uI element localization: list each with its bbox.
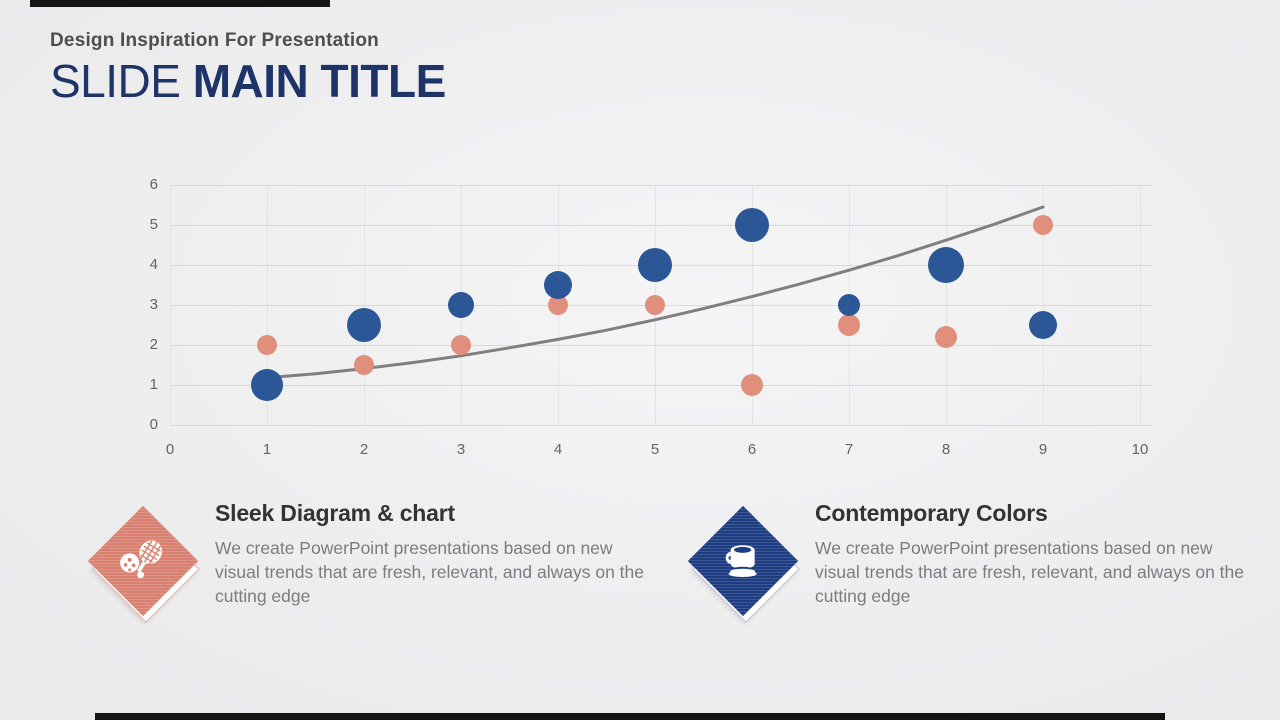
pink-bubble [1033,215,1053,235]
blue-bubble [638,248,672,282]
feature-body: We create PowerPoint presentations based… [815,538,1244,606]
x-tick-label: 4 [553,441,563,458]
feature-text: Sleek Diagram & chart We create PowerPoi… [215,500,645,608]
sports-ball-racket-icon [117,537,169,586]
pink-bubble [645,295,665,315]
x-tick-label: 7 [844,441,854,458]
pink-bubble [838,314,860,336]
slide-title-bold: MAIN TITLE [192,55,447,107]
top-accent-bar [30,0,330,7]
bubble-chart: 0 1 2 3 4 5 6 0 1 2 3 4 5 6 7 8 9 10 [149,176,1152,458]
y-gridline [170,385,1152,386]
y-tick-label: 0 [149,416,158,433]
x-tick-label: 5 [650,441,660,458]
x-tick-label: 3 [456,441,466,458]
x-tick-label: 6 [747,441,757,458]
pink-bubble [935,326,957,348]
blue-bubble [1029,311,1057,339]
feature-title: Contemporary Colors [815,500,1048,526]
x-tick-label: 0 [165,441,175,458]
slide-header: Design Inspiration For Presentation SLID… [50,30,446,104]
x-tick-label: 8 [941,441,951,458]
feature-icon-diamond [87,505,200,623]
feature-icon-diamond [687,505,800,623]
y-tick-label: 2 [149,336,158,353]
y-tick-label: 3 [149,296,158,313]
trend-line [265,205,1045,380]
slide-title: SLIDE MAIN TITLE [50,58,446,104]
slide-subtitle: Design Inspiration For Presentation [50,30,379,51]
feature-body: We create PowerPoint presentations based… [215,538,644,606]
slide-title-light: SLIDE [50,55,193,107]
blue-bubble [544,271,572,299]
y-gridline [170,225,1152,226]
y-gridline [170,345,1152,346]
salmon-diamond [87,505,199,617]
feature-title: Sleek Diagram & chart [215,500,455,526]
blue-bubble [448,292,474,318]
blue-bubble [838,294,860,316]
pink-bubble [548,295,568,315]
blue-bubble [928,247,964,283]
y-tick-label: 6 [149,176,158,193]
pink-bubble [741,374,763,396]
y-tick-label: 1 [149,376,158,393]
pink-bubble [354,355,374,375]
pink-bubble [451,335,471,355]
navy-diamond [687,505,799,617]
blue-bubble [735,208,769,242]
feature-text: Contemporary Colors We create PowerPoint… [815,500,1245,608]
y-gridline [170,425,1152,426]
bottom-accent-bar [95,713,1165,720]
y-tick-label: 4 [149,256,158,273]
coffee-cup-icon [719,538,767,585]
y-tick-label: 5 [149,216,158,233]
pink-bubble [257,335,277,355]
y-gridline [170,185,1152,186]
x-tick-label: 10 [1131,441,1149,458]
x-tick-label: 1 [262,441,272,458]
x-tick-label: 2 [359,441,369,458]
x-tick-label: 9 [1038,441,1048,458]
blue-bubble [347,308,381,342]
blue-bubble [251,369,283,401]
